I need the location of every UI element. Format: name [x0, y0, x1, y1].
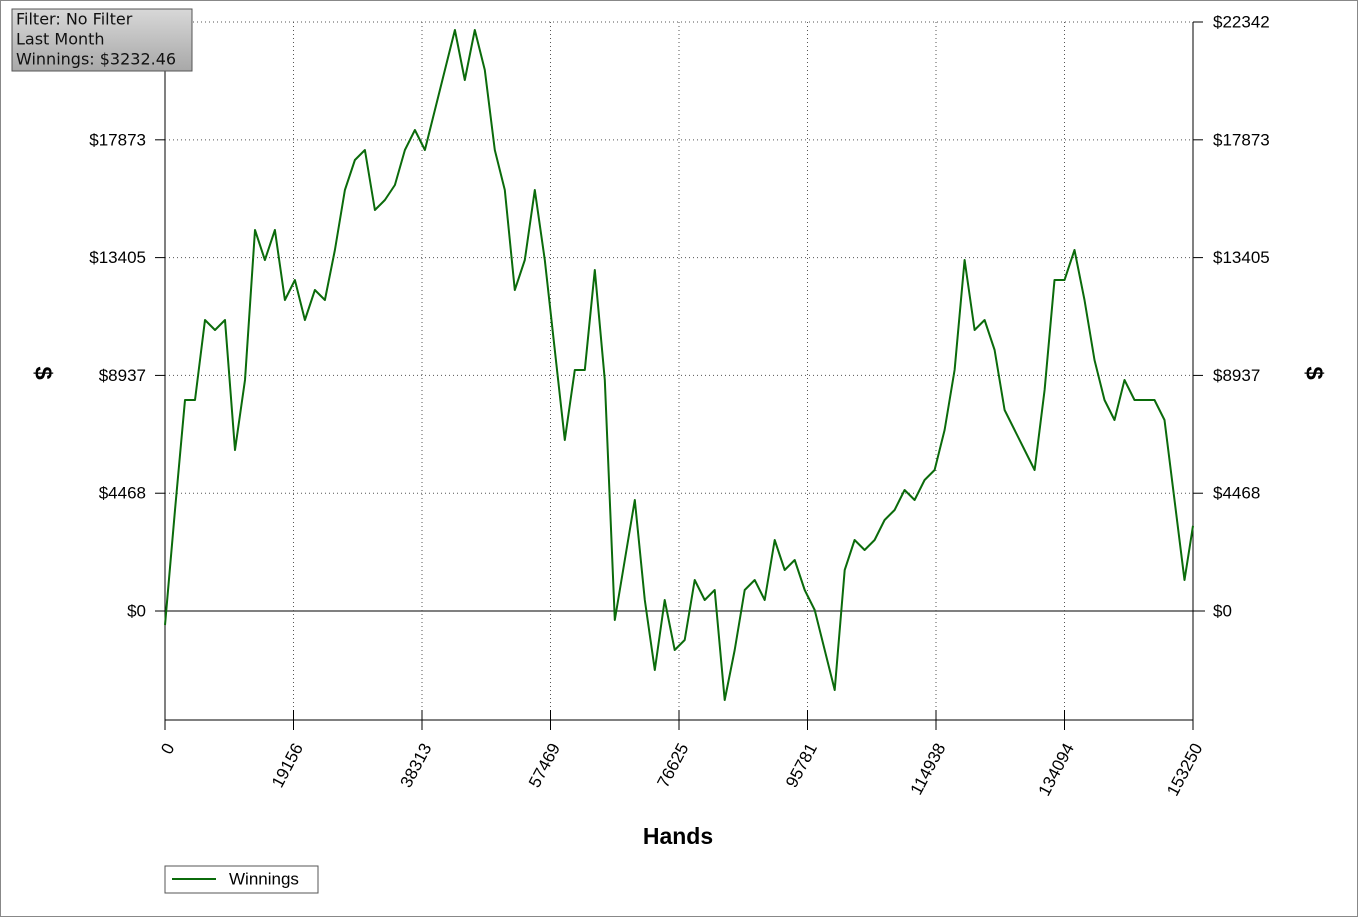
y2-tick-label: $13405 — [1213, 248, 1270, 267]
x-axis-title: Hands — [643, 823, 713, 849]
y-tick-label: $4468 — [99, 484, 146, 503]
y-tick-label: $17873 — [89, 130, 146, 149]
info-line: Last Month — [16, 30, 105, 49]
info-box: Filter: No Filter Last Month Winnings: $… — [11, 8, 193, 72]
legend: Winnings — [164, 865, 319, 894]
info-line: Filter: No Filter — [16, 10, 133, 29]
y-tick-label: $13405 — [89, 248, 146, 267]
info-line: Winnings: $3232.46 — [16, 50, 176, 69]
y-tick-label: $0 — [127, 601, 146, 620]
winnings-line — [164, 29, 1194, 701]
y2-tick-label: $22342 — [1213, 12, 1270, 31]
y2-axis-title: $ — [1301, 366, 1328, 380]
legend-label: Winnings — [229, 869, 299, 888]
info-background — [11, 8, 193, 72]
y2-tick-label: $4468 — [1213, 484, 1260, 503]
y2-tick-label: $0 — [1213, 601, 1232, 620]
y2-tick-label: $17873 — [1213, 130, 1270, 149]
y-axis-title: $ — [30, 366, 57, 380]
y2-tick-label: $8937 — [1213, 366, 1260, 385]
y-tick-label: $8937 — [99, 366, 146, 385]
